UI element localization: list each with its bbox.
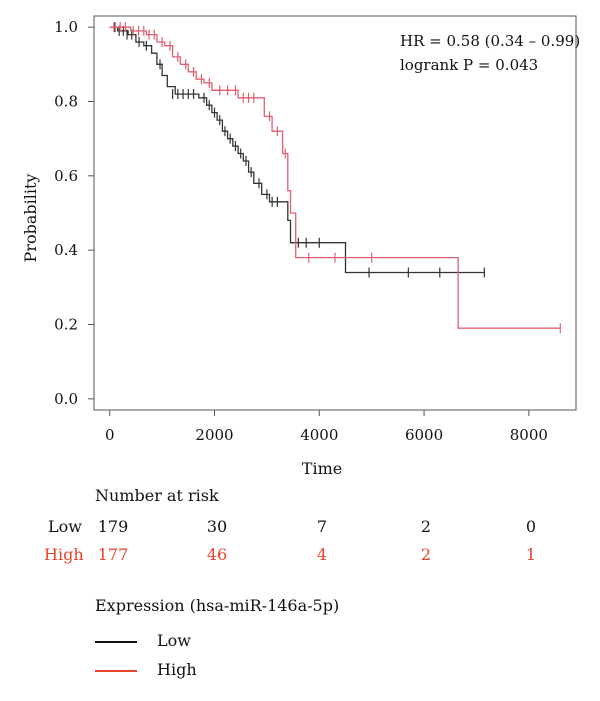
series-layer: [109, 22, 561, 334]
legend-label: High: [157, 660, 197, 679]
hr-annotation: HR = 0.58 (0.34 – 0.99): [400, 32, 580, 50]
risk-cell: 2: [420, 517, 432, 536]
y-tick-label: 0.0: [54, 390, 78, 408]
risk-cell: 7: [316, 517, 328, 536]
x-tick-label: 0: [105, 426, 115, 444]
y-tick-label: 0.8: [54, 92, 78, 110]
x-tick-label: 2000: [195, 426, 233, 444]
y-tick-label: 1.0: [54, 18, 78, 36]
risk-row-low: Low 179 30 7 2 0: [0, 517, 600, 539]
risk-cell: 46: [206, 545, 228, 564]
risk-cell: 4: [316, 545, 328, 564]
risk-row-label: Low: [48, 517, 82, 536]
legend-item-low: Low: [95, 631, 295, 653]
x-tick-label: 6000: [405, 426, 443, 444]
legend-swatch-high: [95, 670, 137, 672]
legend: Expression (hsa-miR-146a-5p) Low High: [95, 596, 495, 696]
risk-cell: 1: [525, 545, 537, 564]
legend-swatch-low: [95, 641, 137, 643]
axis-layer: 0 2000 4000 6000 8000 0.0 0.2 0.4 0.6 0.8 1.0: [54, 18, 548, 444]
x-tick-label: 8000: [510, 426, 548, 444]
x-axis-label: Time: [302, 459, 342, 478]
risk-table-title: Number at risk: [95, 486, 219, 505]
risk-cell: 2: [420, 545, 432, 564]
legend-title: Expression (hsa-miR-146a-5p): [95, 596, 340, 615]
logrank-annotation: logrank P = 0.043: [400, 56, 538, 74]
y-tick-label: 0.2: [54, 316, 78, 334]
x-tick-label: 4000: [300, 426, 338, 444]
risk-cell: 177: [97, 545, 129, 564]
risk-cell: 0: [525, 517, 537, 536]
y-tick-label: 0.4: [54, 241, 78, 259]
risk-row-high: High 177 46 4 2 1: [0, 545, 600, 567]
plot-frame: [93, 15, 577, 411]
legend-item-high: High: [95, 660, 295, 682]
y-axis-label: Probability: [21, 174, 40, 263]
risk-table: Number at risk Low 179 30 7 2 0 High 177…: [0, 480, 600, 580]
risk-row-label: High: [44, 545, 84, 564]
y-tick-label: 0.6: [54, 167, 78, 185]
legend-label: Low: [157, 631, 191, 650]
risk-cell: 179: [97, 517, 129, 536]
km-chart: 0 2000 4000 6000 8000 0.0 0.2 0.4 0.6 0.8 1.0 HR =…: [21, 15, 580, 478]
risk-cell: 30: [206, 517, 228, 536]
